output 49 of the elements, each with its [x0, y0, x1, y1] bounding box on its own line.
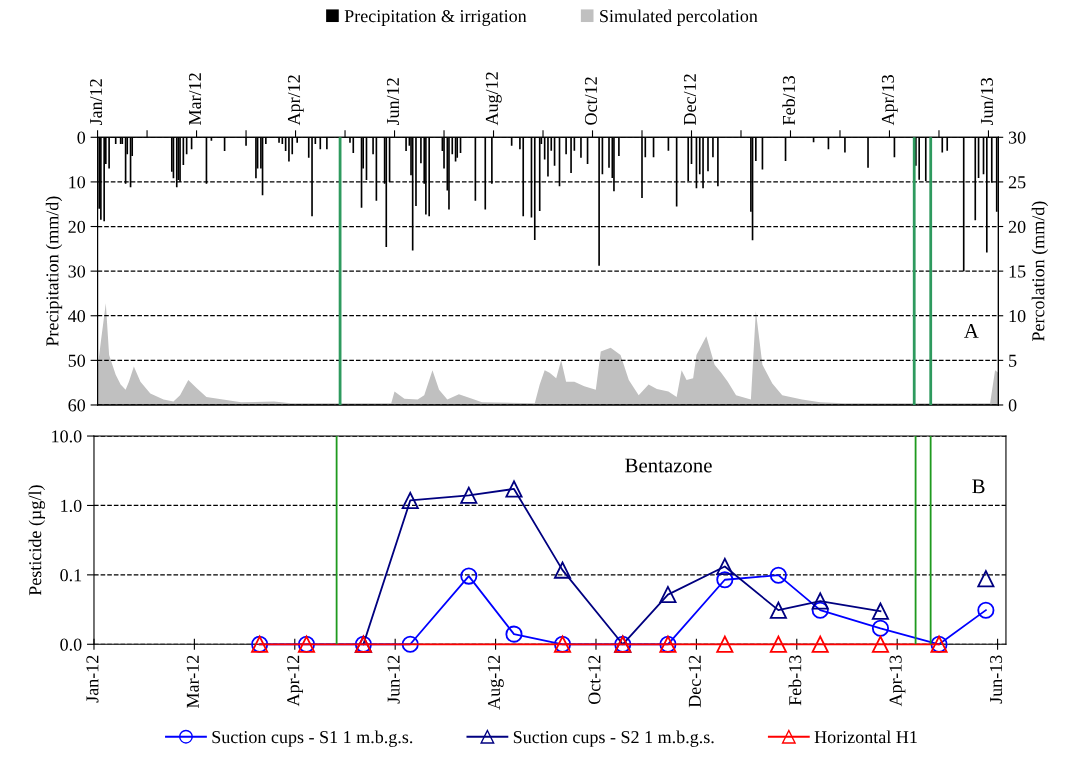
y-axis-title: Pesticide (µg/l) [28, 485, 46, 596]
x-tick-label: Oct/12 [584, 77, 598, 125]
y-tick-label: 0.0 [60, 638, 82, 651]
x-tick-label: Jun/12 [386, 78, 400, 126]
x-tick-label: Oct-12 [588, 655, 601, 705]
y-tick-label: 1.0 [61, 499, 82, 512]
y-tick-label: 10.0 [52, 430, 82, 443]
y-tick-label: 50 [68, 354, 86, 367]
y-axis-title: Precipitation (mm/d) [45, 196, 63, 347]
x-tick-label: Jun-12 [387, 655, 400, 704]
x-tick-label: Feb-13 [788, 655, 802, 706]
legend-label: Suction cups - S1 1 m.b.g.s. [212, 730, 413, 747]
y2-tick-label: 25 [1008, 176, 1026, 189]
y-tick-label: 0 [77, 131, 86, 144]
x-tick-label: Aug-12 [487, 655, 504, 710]
y-tick-label: 60 [68, 399, 86, 412]
annotation: A [964, 323, 979, 338]
x-tick-label: Jan-12 [86, 655, 99, 703]
x-tick-label: Apr/12 [287, 75, 304, 126]
x-tick-label: Apr/13 [881, 75, 898, 126]
legend-label: Simulated percolation [600, 9, 758, 26]
annotation: Bentazone [625, 458, 712, 473]
y2-tick-label: 10 [1009, 310, 1026, 323]
x-tick-label: Mar-12 [186, 655, 199, 708]
y2-tick-label: 30 [1008, 131, 1026, 144]
y-tick-label: 30 [68, 265, 86, 278]
x-tick-label: Apr-12 [287, 655, 303, 707]
x-tick-label: Apr-13 [889, 655, 906, 707]
x-tick-label: Feb/13 [782, 76, 796, 125]
y2-tick-label: 15 [1009, 265, 1026, 278]
x-tick-label: Jan/12 [89, 79, 103, 126]
x-tick-label: Aug/12 [485, 72, 502, 126]
x-tick-label: Jun-13 [989, 655, 1003, 704]
annotation: B [972, 479, 985, 494]
y2-tick-label: 0 [1008, 399, 1017, 412]
x-tick-label: Mar/12 [188, 73, 202, 125]
y2-tick-label: 20 [1008, 220, 1026, 233]
y-tick-label: 40 [68, 310, 86, 323]
y-tick-label: 0.1 [60, 569, 82, 582]
legend-label: Horizontal H1 [814, 730, 917, 744]
y2-tick-label: 5 [1009, 354, 1017, 367]
legend-label: Precipitation & irrigation [344, 10, 527, 26]
x-tick-label: Dec-12 [688, 655, 701, 708]
x-tick-label: Jun/13 [980, 78, 993, 126]
y-tick-label: 20 [68, 220, 86, 233]
y-tick-label: 10 [69, 176, 86, 189]
y2-axis-title: Percolation (mm/d) [1031, 201, 1049, 342]
legend-label: Suction cups - S2 1 m.b.g.s. [513, 730, 714, 747]
x-tick-label: Dec/12 [683, 74, 697, 125]
